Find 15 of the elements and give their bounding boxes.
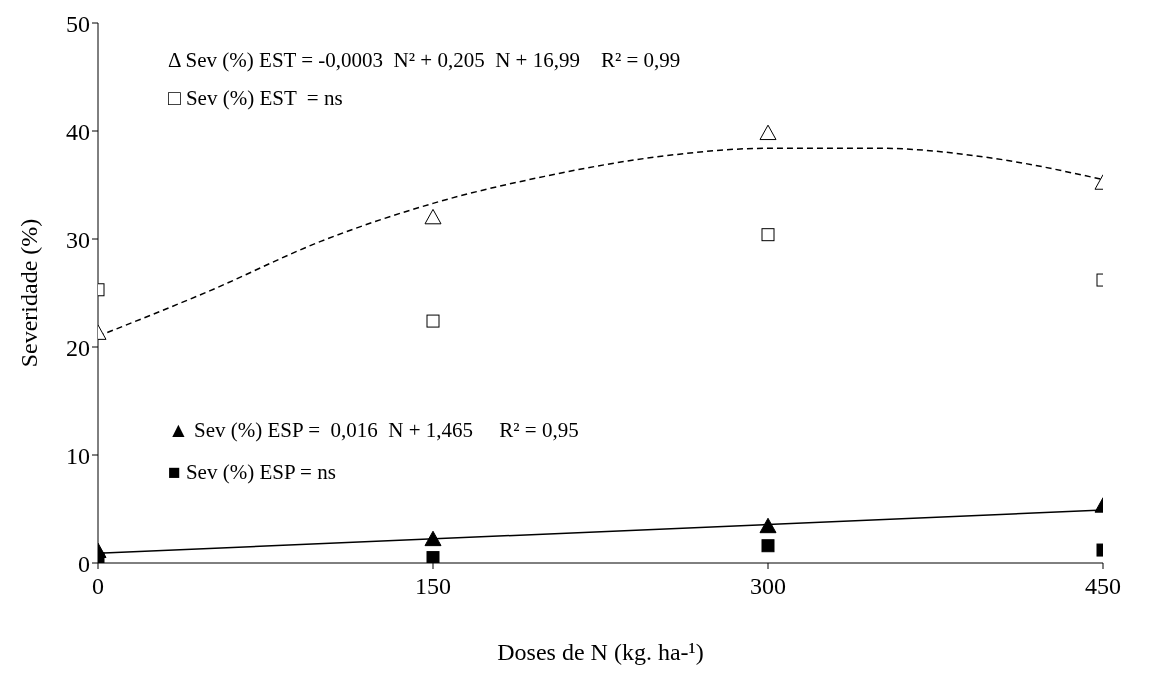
x-tick-label: 300	[750, 573, 786, 600]
y-tick-label: 50	[66, 10, 90, 37]
x-tick-label: 450	[1085, 573, 1121, 600]
annotation: ■ Sev (%) ESP = ns	[168, 460, 336, 485]
y-tick-label: 10	[66, 442, 90, 469]
y-tick-label: 40	[66, 118, 90, 145]
x-tick-label: 150	[415, 573, 451, 600]
y-axis-title: Severidade (%)	[15, 218, 42, 368]
y-tick-label: 30	[66, 226, 90, 253]
annotation: Δ Sev (%) EST = -0,0003 N² + 0,205 N + 16,99 R² = 0,99	[168, 48, 681, 73]
y-tick-label: 20	[66, 334, 90, 361]
annotation: ▲ Sev (%) ESP = 0,016 N + 1,465 R² = 0,95	[168, 418, 579, 443]
y-tick-label: 0	[78, 550, 90, 577]
x-axis-title: Doses de N (kg. ha-¹)	[497, 639, 704, 666]
annotation: □ Sev (%) EST = ns	[168, 86, 343, 111]
